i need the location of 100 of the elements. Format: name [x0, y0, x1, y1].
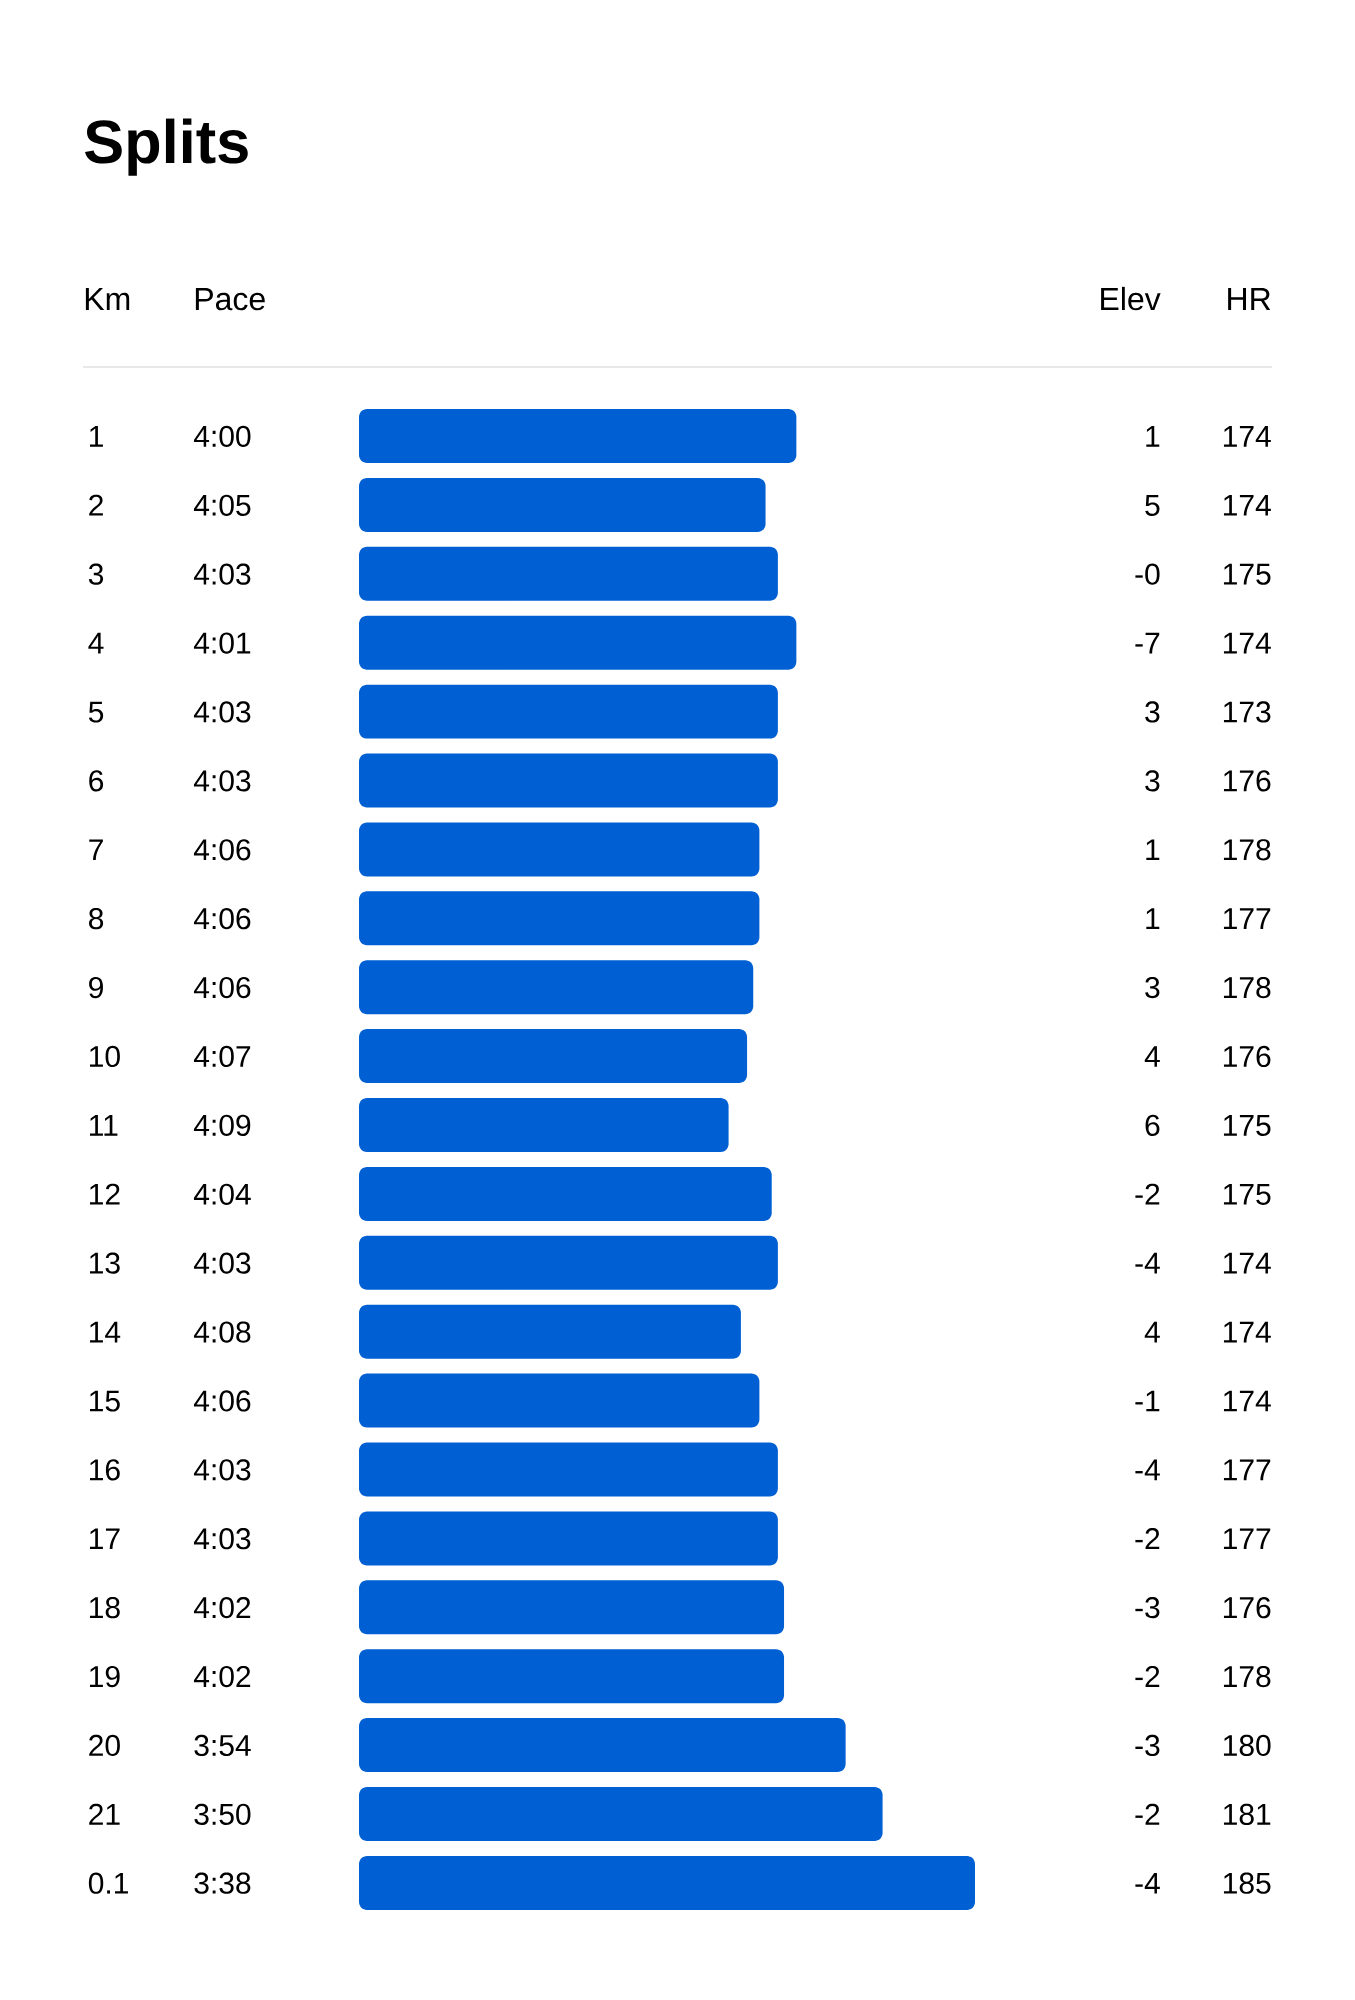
text: 4:03 [193, 1252, 251, 1274]
text: 177 [1223, 908, 1271, 929]
y-tick-label: 3 [88, 563, 104, 585]
y-tick-label: 8 [89, 908, 104, 930]
y-tick-label: 0.1 [88, 1872, 128, 1894]
text: 3:50 [194, 1803, 251, 1825]
text: 173 [1223, 701, 1271, 723]
text: 175 [1223, 1115, 1271, 1136]
bar [358, 1304, 741, 1359]
y-tick-label: 15 [89, 1390, 120, 1412]
y-tick-label: 21 [89, 1803, 120, 1825]
bar [358, 1787, 883, 1841]
text: -7 [1135, 632, 1160, 654]
text: Elev [1101, 286, 1161, 311]
text: 174 [1223, 1321, 1271, 1343]
text: 4:03 [193, 770, 251, 792]
bar [358, 1442, 778, 1497]
bar [358, 1029, 748, 1084]
chart-title: Splits [85, 118, 248, 176]
y-tick-label: 19 [89, 1665, 120, 1688]
text: 4 [1144, 1046, 1160, 1067]
text: 4:03 [193, 563, 251, 585]
text: 4:08 [193, 1321, 251, 1343]
text: 4:04 [193, 1183, 251, 1205]
y-tick-label: 11 [89, 1115, 118, 1136]
y-tick-label: 10 [89, 1045, 120, 1068]
text: 174 [1223, 1252, 1271, 1274]
text: 4:00 [193, 425, 251, 447]
text: 180 [1223, 1734, 1271, 1757]
y-tick-label: 5 [88, 701, 104, 723]
text: 3:54 [194, 1734, 251, 1757]
text: 178 [1223, 839, 1271, 861]
y-tick-label: 14 [89, 1321, 121, 1343]
text: HR [1228, 288, 1271, 311]
y-tick-label: 6 [89, 770, 104, 792]
text: 174 [1223, 632, 1271, 654]
text: -2 [1135, 1803, 1160, 1825]
y-tick-label: 7 [89, 839, 103, 861]
text: -4 [1135, 1252, 1160, 1274]
text: 3 [1145, 770, 1160, 792]
text: -2 [1135, 1528, 1160, 1550]
text: 177 [1223, 1528, 1271, 1550]
text: -3 [1135, 1734, 1160, 1757]
bar [358, 1511, 778, 1566]
text: Km [85, 288, 130, 311]
y-tick-label: 9 [89, 976, 103, 999]
text: 4:06 [193, 839, 251, 861]
text: 6 [1145, 1114, 1160, 1136]
bar [358, 1166, 772, 1221]
text: 4:09 [193, 1114, 251, 1136]
text: -3 [1135, 1597, 1160, 1619]
text: 3 [1145, 701, 1160, 723]
bar [358, 891, 760, 946]
text: 177 [1223, 1459, 1271, 1481]
text: 175 [1223, 563, 1271, 585]
y-tick-label: 17 [89, 1528, 120, 1550]
bar [358, 477, 766, 532]
bar [358, 409, 797, 464]
text: 3:38 [194, 1872, 251, 1894]
text: -0 [1135, 563, 1160, 585]
text: 4:06 [193, 976, 251, 999]
y-tick-label: 13 [89, 1252, 120, 1274]
bar [358, 1855, 975, 1910]
bar [358, 615, 797, 670]
bar [358, 1235, 778, 1290]
y-tick-label: 1 [89, 426, 103, 447]
text: 4:02 [193, 1665, 251, 1688]
bar [358, 822, 760, 877]
text: 1 [1146, 426, 1160, 447]
y-tick-label: 20 [89, 1734, 120, 1757]
text: 175 [1223, 1183, 1271, 1205]
text: 178 [1223, 1665, 1271, 1688]
text: 176 [1223, 1597, 1271, 1619]
bar [358, 684, 778, 739]
text: 1 [1146, 908, 1160, 929]
bar [358, 1649, 785, 1704]
text: 4:06 [193, 908, 251, 930]
bar [358, 1098, 729, 1153]
y-tick-label: 2 [89, 494, 103, 516]
bar [358, 1718, 846, 1773]
text: 4:07 [193, 1045, 251, 1068]
text: 4:02 [193, 1597, 251, 1619]
text: 181 [1223, 1803, 1271, 1825]
y-tick-label: 4 [88, 632, 104, 654]
text: 4:03 [193, 1528, 251, 1550]
text: 4:05 [193, 494, 251, 516]
text: -2 [1135, 1183, 1160, 1205]
text: 4:06 [193, 1390, 251, 1412]
text: -2 [1135, 1665, 1160, 1687]
bar [358, 1373, 760, 1428]
y-tick-label: 16 [89, 1459, 120, 1481]
y-tick-label: 12 [89, 1183, 120, 1205]
text: 4 [1144, 1321, 1160, 1343]
text: 174 [1223, 426, 1271, 447]
text: 4:01 [193, 632, 251, 654]
text: -1 [1135, 1390, 1160, 1412]
text: Pace [195, 288, 265, 311]
text: 185 [1223, 1872, 1271, 1894]
text: 176 [1223, 770, 1271, 792]
bar [358, 1580, 785, 1635]
